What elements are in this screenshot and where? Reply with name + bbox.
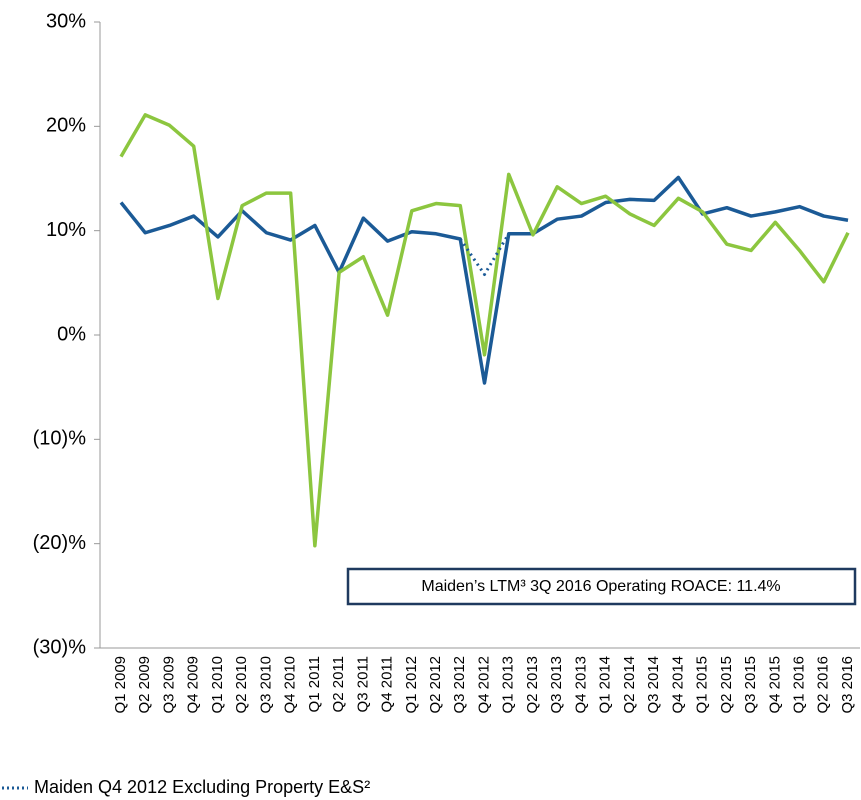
- x-tick-label: Q2 2015: [718, 656, 735, 714]
- x-tick-label: Q2 2016: [815, 656, 832, 714]
- x-tick-label: Q3 2009: [160, 656, 177, 714]
- x-tick-label: Q1 2013: [500, 656, 517, 714]
- series-line: [119, 113, 850, 548]
- x-tick-label: Q3 2012: [451, 656, 468, 714]
- y-tick-label: 10%: [46, 219, 86, 241]
- y-tick-label: 30%: [46, 10, 86, 32]
- y-tick-label: 20%: [46, 115, 86, 137]
- x-tick-label: Q1 2010: [209, 656, 226, 714]
- series-line: [459, 233, 511, 276]
- annotation: Maiden’s LTM³ 3Q 2016 Operating ROACE: 1…: [421, 578, 780, 595]
- x-tick-label: Q4 2012: [475, 656, 492, 714]
- x-tick-label: Q4 2013: [572, 656, 589, 714]
- legend-label: Maiden Q4 2012 Excluding Property E&S²: [34, 777, 370, 797]
- x-tick-label: Q1 2011: [306, 656, 323, 712]
- x-tick-label: Q2 2014: [621, 656, 638, 714]
- x-tick-label: Q4 2011: [379, 656, 396, 712]
- y-tick-label: 0%: [57, 323, 86, 345]
- x-tick-label: Q4 2009: [185, 656, 202, 714]
- x-tick-label: Q3 2011: [354, 656, 371, 712]
- y-tick-label: (30)%: [33, 636, 87, 658]
- x-tick-label: Q1 2009: [112, 656, 129, 714]
- x-tick-label: Q1 2016: [791, 656, 808, 714]
- x-tick-label: Q2 2009: [136, 656, 153, 714]
- x-tick-label: Q4 2010: [282, 656, 299, 714]
- x-tick-label: Q4 2014: [669, 656, 686, 714]
- x-tick-label: Q2 2011: [330, 656, 347, 712]
- x-tick-label: Q4 2015: [766, 656, 783, 714]
- x-tick-label: Q3 2015: [742, 656, 759, 714]
- x-tick-label: Q1 2014: [597, 656, 614, 714]
- x-tick-label: Q1 2012: [403, 656, 420, 714]
- y-tick-label: (10)%: [33, 428, 87, 450]
- x-tick-label: Q1 2015: [694, 656, 711, 714]
- x-tick-label: Q3 2016: [839, 656, 856, 714]
- x-tick-label: Q2 2013: [524, 656, 541, 714]
- x-tick-label: Q3 2014: [645, 656, 662, 714]
- annotation-box: [346, 567, 857, 606]
- x-tick-label: Q2 2010: [233, 656, 250, 714]
- x-tick-label: Q2 2012: [427, 656, 444, 714]
- y-tick-label: (20)%: [33, 532, 87, 554]
- x-tick-label: Q3 2010: [257, 656, 274, 714]
- x-tick-label: Q3 2013: [548, 656, 565, 714]
